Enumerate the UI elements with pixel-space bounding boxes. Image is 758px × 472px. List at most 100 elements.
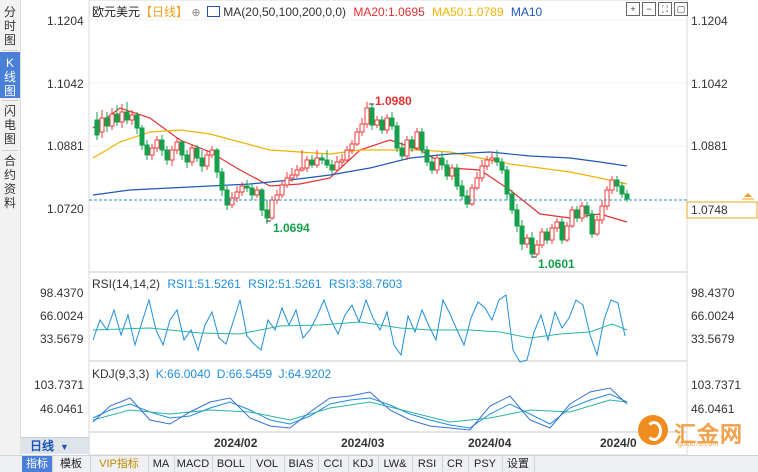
toolbar-tab-模板[interactable]: 模板 [52, 456, 91, 472]
price-tick-left: 1.1042 [47, 77, 84, 91]
candle-body [304, 159, 310, 169]
candle-body [94, 119, 100, 136]
price-tick-right: 1.0881 [691, 139, 728, 153]
kdj-tick-left: 46.0461 [40, 402, 84, 416]
candle-body [129, 114, 135, 121]
candle-body [384, 117, 390, 131]
candle-body [589, 213, 595, 235]
toolbar-tab-lw&[interactable]: LW& [378, 456, 413, 472]
toolbar-tab-ma[interactable]: MA [148, 456, 175, 472]
candle-body [239, 185, 245, 193]
tab-time-chart[interactable]: 分时图 [0, 5, 20, 47]
kdj-d-line [92, 399, 628, 423]
zoom-in-icon[interactable]: + [626, 2, 640, 16]
candle-body [404, 139, 410, 157]
tab-flash-chart-label: 闪电图 [3, 104, 16, 146]
chart-header: 欧元美元【日线】 ⊕ MA(20,50,100,200,0,0) MA20:1.… [92, 3, 542, 20]
toolbar-tab-psy[interactable]: PSY [468, 456, 503, 472]
candle-body [509, 193, 515, 211]
ma10-value: MA10 [510, 5, 543, 19]
candle-body [179, 141, 185, 156]
price-tick-right: 1.1042 [691, 77, 728, 91]
low-annotation: 1.0601 [538, 257, 575, 271]
candle-body [254, 189, 260, 196]
candle-body [264, 209, 270, 219]
candle-body [374, 119, 380, 126]
watermark-logo: 汇金网 gold678.com [638, 415, 758, 449]
candle-body [234, 191, 240, 199]
high-annotation: 1.0980 [375, 94, 412, 108]
tab-contract-info-label: 合约资料 [3, 154, 16, 210]
price-tick-left: 1.0720 [47, 202, 84, 216]
toolbar-tab-boll[interactable]: BOLL [212, 456, 251, 472]
toolbar-tab-kdj[interactable]: KDJ [348, 456, 379, 472]
chart-type-icon[interactable] [206, 6, 220, 17]
price-tick-right: 1.1204 [691, 14, 728, 28]
candlesticks [94, 102, 630, 258]
candle-body [469, 187, 475, 205]
candle-body [419, 131, 425, 151]
rsi-header: RSI(14,14,2) RSI1:51.5261 RSI2:51.5261 R… [92, 277, 402, 291]
candle-body [229, 197, 235, 206]
candle-body [484, 159, 490, 167]
candle-body [299, 167, 305, 171]
toolbar-tab-cr[interactable]: CR [442, 456, 469, 472]
rsi1-value: RSI1:51.5261 [167, 277, 241, 291]
kdj-k-value: K:66.0040 [155, 367, 211, 381]
candle-body [534, 244, 540, 255]
candle-body [424, 149, 430, 163]
candle-body [134, 114, 140, 129]
tab-flash-chart[interactable]: 闪电图 [0, 104, 20, 146]
settings-icon[interactable]: ⊕ [191, 7, 201, 19]
toolbar-tab-cci[interactable]: CCI [318, 456, 349, 472]
candle-body [434, 157, 440, 171]
candle-body [289, 174, 295, 179]
date-tick: 2024/02 [214, 436, 258, 450]
divider [2, 150, 18, 151]
candle-body [174, 141, 180, 151]
toolbar-tab-bias[interactable]: BIAS [284, 456, 319, 472]
rsi-tick-right: 98.4370 [691, 286, 735, 300]
candle-body [109, 113, 115, 127]
candle-body [544, 231, 550, 241]
period-label[interactable]: 【日线】 [140, 5, 189, 19]
candle-body [314, 157, 320, 166]
candle-body [329, 164, 335, 171]
toolbar-tab-rsi[interactable]: RSI [412, 456, 443, 472]
kdj-tick-right: 103.7371 [691, 378, 741, 392]
current-price-box [686, 201, 758, 219]
candle-body [524, 237, 530, 245]
period-tab[interactable]: 日线 ▼ [20, 437, 90, 454]
candle-body [554, 221, 560, 229]
candle-body [139, 127, 145, 146]
toolbar-tab-设置[interactable]: 设置 [502, 456, 535, 472]
restore-icon[interactable]: ▢ [674, 2, 688, 16]
candle-body [359, 123, 365, 133]
price-chart[interactable]: 1.0748 1.1204 1.1042 1.0881 1.0720 1.120… [0, 0, 758, 455]
toolbar-tab-vip指标[interactable]: VIP指标 [90, 456, 149, 472]
candle-body [319, 157, 325, 161]
candle-body [459, 185, 465, 197]
kdj-k-line [92, 393, 628, 429]
candle-body [189, 147, 195, 163]
kdj-tick-right: 46.0461 [691, 402, 735, 416]
toolbar-tab-macd[interactable]: MACD [174, 456, 213, 472]
zoom-out-icon[interactable]: − [642, 2, 656, 16]
rsi-title: RSI(14,14,2) [92, 277, 161, 291]
toolbar-tab-指标[interactable]: 指标 [22, 456, 53, 472]
candle-body [369, 107, 375, 126]
candle-body [504, 169, 510, 195]
candle-body [529, 237, 535, 255]
candle-body [584, 205, 590, 215]
fullscreen-icon[interactable]: ⛶ [658, 2, 672, 16]
candle-body [164, 149, 170, 161]
candle-body [284, 177, 290, 186]
candle-body [614, 179, 620, 187]
candle-body [514, 209, 520, 227]
candle-body [549, 227, 555, 241]
tab-contract-info[interactable]: 合约资料 [0, 154, 20, 210]
toolbar-tab-vol[interactable]: VOL [250, 456, 285, 472]
logo-text: 汇金网 [674, 422, 744, 447]
